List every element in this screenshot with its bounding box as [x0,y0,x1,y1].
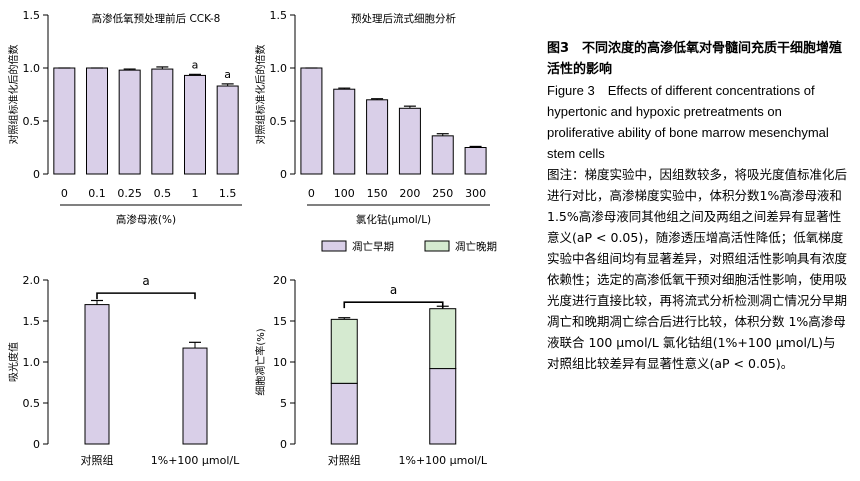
chart4-y-tick-label: 0 [280,438,287,451]
chart1-y-label: 对照组标准化后的倍数 [7,45,20,145]
chart4-y-label: 细胞凋亡率(%) [254,328,267,395]
chart2-x-label: 氯化钴(μmol/L) [356,213,431,226]
chart1-bar [216,85,239,175]
chart2-y-tick-label: 0.5 [270,115,288,128]
chart3-y-tick-label: 0.5 [23,397,41,410]
chart4-y-tick-label: 15 [273,315,287,328]
chart1-x-tick-label: 0.5 [154,187,172,200]
chart2-y-tick-label: 0 [280,168,287,181]
chart1-x-tick-label: 1.5 [219,187,237,200]
chart2-bar [300,67,323,175]
chart1-title: 高渗低氧预处理前后 CCK-8 [92,12,221,25]
chart3-significance-label: a [142,274,149,288]
chart1-y-tick-label: 1.0 [23,62,41,75]
chart2-y-label: 对照组标准化后的倍数 [254,45,267,145]
figure-caption: 图3 不同浓度的高渗低氧对骨髓间充质干细胞增殖活性的影响 Figure 3 Ef… [547,38,847,374]
chart1-bar [53,67,76,175]
chart2-bar [366,99,389,175]
chart2-y-tick-label: 1.5 [270,9,288,22]
chart2-bar [464,147,487,175]
caption-title-zh: 图3 不同浓度的高渗低氧对骨髓间充质干细胞增殖活性的影响 [547,41,843,77]
chart4-bar-late [330,318,358,384]
chart1-x-label: 高渗母液(%) [116,213,176,226]
chart1-y-tick-label: 0.5 [23,115,41,128]
chart3-x-tick-label: 1%+100 μmol/L [151,454,240,467]
chart2-x-tick-label: 200 [399,187,420,200]
chart1-bar [118,69,141,175]
chart2-title: 预处理后流式细胞分析 [351,12,456,25]
chart3-bar [84,304,110,445]
chart1-bar [86,67,108,175]
chart3-significance-bracket [96,292,196,300]
chart4-legend-swatch [424,240,450,252]
chart1-x-tick-label: 1 [192,187,199,200]
chart3-y-tick-label: 1.0 [23,356,41,369]
chart4-bar-early [429,368,457,445]
chart4-legend-label: 凋亡早期 [352,240,394,253]
chart2-bar [333,88,356,175]
figure-charts: 0 0.5 1.0 1.5 对照组标准化后的倍数 高渗低氧预处理前后 CCK-8 a a 0 0.… [7,9,497,467]
chart2-bar [398,107,421,175]
chart1-x-tick-label: 0.25 [117,187,142,200]
chart1-x-tick-label: 0 [61,187,68,200]
chart3-bar [182,347,208,445]
chart4-y-tick-label: 5 [280,397,287,410]
caption-note: 图注：梯度实验中，因组数较多，将吸光度值标准化后进行对比，高渗梯度实验中，体积分… [547,167,848,371]
chart4-legend-swatch [321,240,347,252]
chart2-x-tick-label: 0 [308,187,315,200]
chart1-y-tick-label: 1.5 [23,9,41,22]
chart2-x-tick-label: 300 [465,187,486,200]
chart4-x-tick-label: 1%+100 μmol/L [399,454,488,467]
chart4-y-tick-label: 10 [273,356,287,369]
chart4-y-tick-label: 20 [273,274,287,287]
chart1-annotation: a [224,68,231,81]
chart1-x-tick-label: 0.1 [88,187,106,200]
chart3-y-label: 吸光度值 [7,342,20,382]
chart3-y-tick-label: 0 [33,438,40,451]
chart2-x-tick-label: 250 [432,187,453,200]
chart2-x-tick-label: 100 [334,187,355,200]
chart2-bar [431,135,454,175]
chart4-legend-label: 凋亡晚期 [455,240,497,253]
chart4-significance-bracket [343,301,444,309]
chart1-annotation: a [192,58,199,71]
chart1-y-tick-label: 0 [33,168,40,181]
chart3-y-tick-label: 2.0 [23,274,41,287]
chart3-y-tick-label: 1.5 [23,315,41,328]
chart4-significance-label: a [390,283,397,297]
chart1-bar [151,68,174,175]
chart4-bar-early [330,382,358,445]
chart4-bar-late [429,308,457,370]
caption-title-en: Figure 3 Effects of different concentrat… [547,83,829,161]
chart1-bar [184,74,206,175]
chart2-x-tick-label: 150 [367,187,388,200]
chart3-x-tick-label: 对照组 [81,453,114,467]
chart2-y-tick-label: 1.0 [270,62,288,75]
chart4-x-tick-label: 对照组 [328,453,361,467]
